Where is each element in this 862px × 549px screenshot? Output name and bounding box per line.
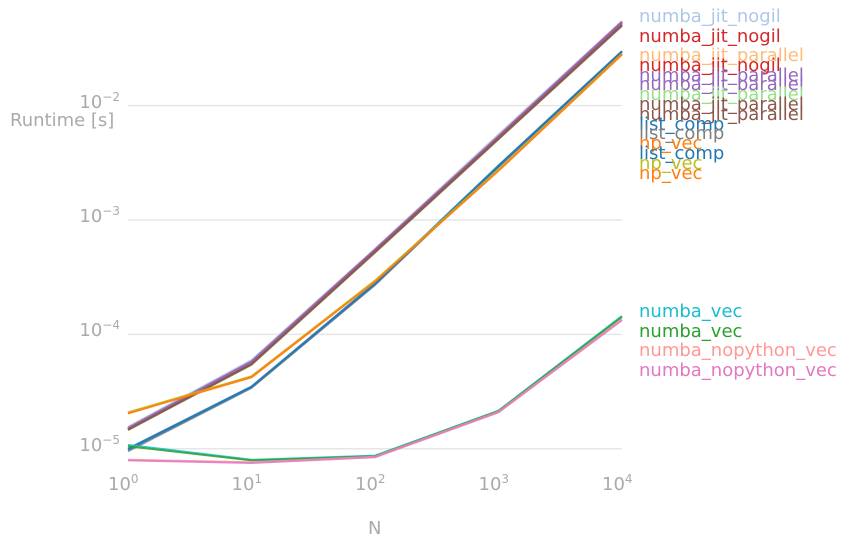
series-line-numba_jit_parallel-5 [127,23,623,430]
x-tick-exponent: 0 [130,472,139,486]
y-tick-label: 10−2 [79,90,120,113]
series-line-numba_jit_nogil-0 [127,20,623,428]
series-line-numba_jit_nogil-1 [127,21,623,430]
series-label-numba_jit_nogil: numba_jit_nogil [639,25,781,47]
x-tick-label: 103 [479,472,510,495]
series-label-numba_vec: numba_vec [639,301,743,322]
series-label-numba_jit_parallel: numba_jit_parallel [639,74,804,96]
x-tick-exponent: 1 [254,472,263,486]
series-label-numba_jit_parallel: numba_jit_parallel [639,64,804,86]
series-label-np_vec: np_vec [639,152,703,174]
series-label-numba_jit_parallel: numba_jit_parallel [639,84,804,106]
series-line-np_vec-11 [127,53,623,414]
series-line-numba_jit_nogil-3 [127,22,623,431]
series-line-numba_jit_parallel-2 [127,22,623,430]
x-tick-exponent: 2 [377,472,386,486]
series-label-list_comp: list_comp [639,143,725,164]
x-tick-label: 104 [602,472,633,495]
series-line-np_vec-14 [127,53,623,415]
x-tick-base: 10 [231,474,255,495]
series-line-numba_jit_parallel-8 [127,25,623,431]
x-tick-label: 102 [355,472,386,495]
x-tick-base: 10 [478,474,502,495]
series-label-numba_jit_nogil: numba_jit_nogil [639,54,781,76]
series-label-numba_nopython_vec: numba_nopython_vec [639,359,837,381]
grid-lines [128,104,622,450]
x-tick-exponent: 4 [624,472,633,486]
x-tick-base: 10 [602,474,625,495]
series-label-list_comp: list_comp [639,113,725,135]
series-line-np_vec-13 [127,52,623,414]
series-label-np_vec: np_vec [639,133,703,155]
y-tick-exponent: −3 [102,204,120,218]
series-label-list_comp: list_comp [639,123,725,145]
x-tick-label: 101 [232,472,263,495]
y-tick-label: 10−3 [79,204,120,227]
y-tick-base: 10 [79,91,103,113]
series-label-numba_nopython_vec: numba_nopython_vec [639,340,837,361]
series-label-numba_jit_parallel: numba_jit_parallel [639,103,804,125]
y-tick-base: 10 [79,434,103,456]
x-tick-base: 10 [355,474,378,495]
x-tick-label: 100 [108,472,139,495]
x-axis-title: N [368,518,382,539]
series-line-list_comp-12 [127,50,623,451]
x-tick-base: 10 [108,474,131,495]
y-tick-exponent: −5 [102,432,120,447]
y-tick-exponent: −2 [102,89,120,104]
series-line-numba_jit_parallel-6 [127,25,623,432]
series-label-numba_vec: numba_vec [639,320,743,342]
series-label-np_vec: np_vec [639,162,703,184]
series-line-numba_jit_parallel-4 [127,21,623,429]
series-line-numba_jit_parallel-7 [127,24,623,431]
series-label-numba_jit_parallel: numba_jit_parallel [639,45,804,66]
y-tick-base: 10 [79,320,103,342]
y-tick-exponent: −4 [102,318,120,333]
series-lines [127,20,623,465]
y-tick-label: 10−5 [79,433,120,456]
series-label-numba_jit_parallel: numba_jit_parallel [639,94,804,115]
series-line-numba_nopython_vec-18 [127,319,623,465]
series-label-numba_jit_nogil: numba_jit_nogil [639,6,781,27]
y-tick-label: 10−4 [79,318,120,341]
x-tick-exponent: 3 [501,472,510,486]
y-axis-title: Runtime [s] [10,110,115,131]
y-tick-base: 10 [79,206,103,227]
